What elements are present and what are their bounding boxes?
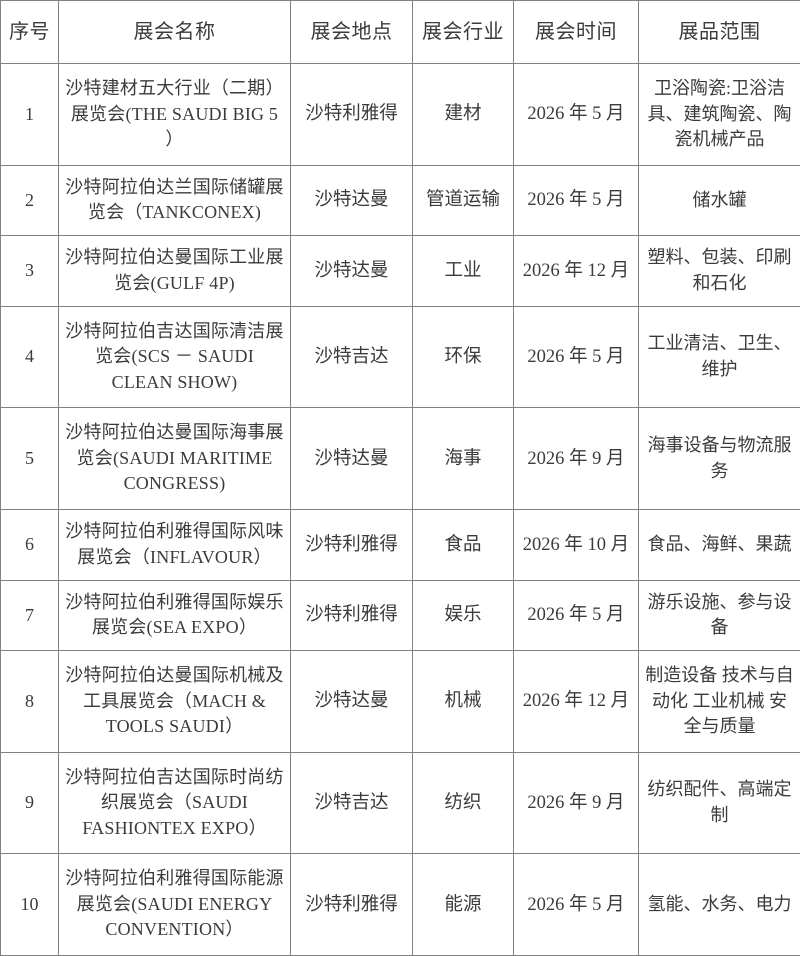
cell-exhibition-name: 沙特阿拉伯达曼国际海事展览会(SAUDI MARITIME CONGRESS)	[58, 407, 291, 510]
column-header-scope: 展品范围	[638, 0, 800, 64]
cell-scope: 制造设备 技术与自动化 工业机械 安全与质量	[638, 650, 800, 753]
cell-location: 沙特达曼	[290, 650, 413, 753]
table-row: 10 沙特阿拉伯利雅得国际能源展览会(SAUDI ENERGY CONVENTIO…	[0, 853, 800, 956]
cell-sequence: 7	[0, 579, 59, 652]
cell-scope: 工业清洁、卫生、维护	[638, 305, 800, 409]
cell-sequence: 3	[0, 235, 59, 307]
column-header-name: 展会名称	[58, 0, 291, 64]
table-row: 8 沙特阿拉伯达曼国际机械及工具展览会（MACH & TOOLS SAUDI） 沙特…	[0, 650, 800, 753]
cell-industry: 工业	[412, 235, 514, 307]
table-row: 7 沙特阿拉伯利雅得国际娱乐展览会(SEA EXPO） 沙特利雅得 娱乐 2026 年 …	[0, 579, 800, 652]
table-row: 6 沙特阿拉伯利雅得国际风味展览会（INFLAVOUR） 沙特利雅得 食品 2026 年…	[0, 508, 800, 581]
cell-sequence: 5	[0, 407, 59, 510]
cell-exhibition-name: 沙特阿拉伯利雅得国际能源展览会(SAUDI ENERGY CONVENTION）	[58, 853, 291, 956]
cell-location: 沙特达曼	[290, 235, 413, 307]
cell-industry: 管道运输	[412, 164, 514, 237]
table-row: 2 沙特阿拉伯达兰国际储罐展览会（TANKCONEX) 沙特达曼 管道运输 2026 年…	[0, 164, 800, 237]
cell-time: 2026 年 12 月	[513, 235, 639, 307]
cell-time: 2026 年 5 月	[513, 305, 639, 409]
cell-location: 沙特吉达	[290, 751, 413, 855]
cell-industry: 海事	[412, 407, 514, 510]
table-header: 序号 展会名称 展会地点 展会行业 展会时间 展品范围	[0, 0, 800, 64]
cell-scope: 纺织配件、高端定制	[638, 751, 800, 855]
cell-scope: 氢能、水务、电力	[638, 853, 800, 956]
table-row: 4 沙特阿拉伯吉达国际清洁展览会(SCS － SAUDI CLEAN SHOW) 沙…	[0, 305, 800, 409]
cell-time: 2026 年 9 月	[513, 751, 639, 855]
cell-scope: 卫浴陶瓷:卫浴洁具、建筑陶瓷、陶瓷机械产品	[638, 63, 800, 166]
cell-industry: 食品	[412, 508, 514, 581]
cell-exhibition-name: 沙特阿拉伯利雅得国际娱乐展览会(SEA EXPO）	[58, 579, 291, 652]
column-header-time: 展会时间	[513, 0, 639, 64]
cell-time: 2026 年 9 月	[513, 407, 639, 510]
table-row: 5 沙特阿拉伯达曼国际海事展览会(SAUDI MARITIME CONGRESS)…	[0, 407, 800, 510]
table-body: 1 沙特建材五大行业（二期）展览会(THE SAUDI BIG 5 ）沙特利雅得建…	[0, 63, 800, 956]
cell-industry: 纺织	[412, 751, 514, 855]
cell-time: 2026 年 5 月	[513, 853, 639, 956]
table-row: 3 沙特阿拉伯达曼国际工业展览会(GULF 4P) 沙特达曼 工业 2026 年 12 …	[0, 235, 800, 307]
cell-time: 2026 年 5 月	[513, 579, 639, 652]
column-header-seq: 序号	[0, 0, 59, 64]
cell-sequence: 9	[0, 751, 59, 855]
cell-industry: 环保	[412, 305, 514, 409]
cell-location: 沙特利雅得	[290, 63, 413, 166]
cell-location: 沙特利雅得	[290, 508, 413, 581]
cell-scope: 食品、海鲜、果蔬	[638, 508, 800, 581]
cell-sequence: 4	[0, 305, 59, 409]
column-header-industry: 展会行业	[412, 0, 514, 64]
cell-industry: 机械	[412, 650, 514, 753]
cell-exhibition-name: 沙特阿拉伯达曼国际工业展览会(GULF 4P)	[58, 235, 291, 307]
cell-exhibition-name: 沙特建材五大行业（二期）展览会(THE SAUDI BIG 5 ）	[58, 63, 291, 166]
cell-exhibition-name: 沙特阿拉伯吉达国际清洁展览会(SCS － SAUDI CLEAN SHOW)	[58, 305, 291, 409]
cell-location: 沙特吉达	[290, 305, 413, 409]
cell-exhibition-name: 沙特阿拉伯达曼国际机械及工具展览会（MACH & TOOLS SAUDI）	[58, 650, 291, 753]
cell-sequence: 10	[0, 853, 59, 956]
cell-time: 2026 年 10 月	[513, 508, 639, 581]
cell-scope: 储水罐	[638, 164, 800, 237]
cell-industry: 娱乐	[412, 579, 514, 652]
cell-location: 沙特达曼	[290, 164, 413, 237]
cell-exhibition-name: 沙特阿拉伯吉达国际时尚纺织展览会（SAUDI FASHIONTEX EXPO）	[58, 751, 291, 855]
column-header-location: 展会地点	[290, 0, 413, 64]
cell-industry: 建材	[412, 63, 514, 166]
cell-sequence: 1	[0, 63, 59, 166]
cell-time: 2026 年 5 月	[513, 63, 639, 166]
cell-industry: 能源	[412, 853, 514, 956]
cell-sequence: 6	[0, 508, 59, 581]
cell-exhibition-name: 沙特阿拉伯达兰国际储罐展览会（TANKCONEX)	[58, 164, 291, 237]
cell-location: 沙特利雅得	[290, 853, 413, 956]
cell-location: 沙特达曼	[290, 407, 413, 510]
header-row: 序号 展会名称 展会地点 展会行业 展会时间 展品范围	[0, 0, 800, 64]
cell-location: 沙特利雅得	[290, 579, 413, 652]
table-row: 1 沙特建材五大行业（二期）展览会(THE SAUDI BIG 5 ）沙特利雅得建…	[0, 63, 800, 166]
cell-sequence: 2	[0, 164, 59, 237]
cell-scope: 游乐设施、参与设备	[638, 579, 800, 652]
cell-time: 2026 年 5 月	[513, 164, 639, 237]
cell-scope: 海事设备与物流服务	[638, 407, 800, 510]
table-row: 9 沙特阿拉伯吉达国际时尚纺织展览会（SAUDI FASHIONTEX EXPO）…	[0, 751, 800, 855]
cell-sequence: 8	[0, 650, 59, 753]
cell-time: 2026 年 12 月	[513, 650, 639, 753]
cell-scope: 塑料、包装、印刷和石化	[638, 235, 800, 307]
cell-exhibition-name: 沙特阿拉伯利雅得国际风味展览会（INFLAVOUR）	[58, 508, 291, 581]
